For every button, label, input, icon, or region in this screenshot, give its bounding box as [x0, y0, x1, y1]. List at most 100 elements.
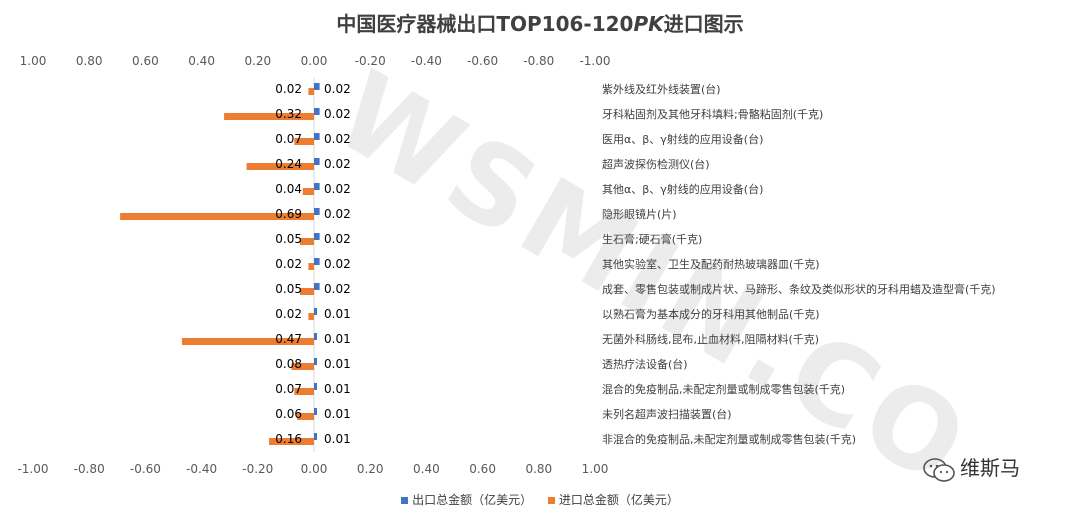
top-axis-tick-label: -1.00: [579, 54, 610, 68]
category-label: 非混合的免疫制品,未配定剂量或制成零售包装(千克): [602, 432, 856, 446]
wechat-logo: 维斯马: [922, 452, 1020, 483]
bottom-axis-tick-label: 0.60: [469, 462, 496, 476]
bar-import: [299, 288, 314, 295]
chart-title: 中国医疗器械出口TOP106-120PK进口图示: [0, 8, 1080, 37]
top-axis-tick-label: 0.00: [301, 54, 328, 68]
bottom-axis-tick-label: 0.40: [413, 462, 440, 476]
data-label-export: 0.02: [324, 257, 351, 271]
category-label: 医用α、β、γ射线的应用设备(台): [602, 132, 763, 146]
bar-import: [294, 138, 314, 145]
bar-export: [314, 358, 317, 365]
bottom-axis-tick-label: -0.40: [186, 462, 217, 476]
category-label: 隐形眼镜片(片): [602, 207, 677, 221]
wechat-icon: [923, 457, 955, 482]
bar-import: [297, 413, 314, 420]
bottom-axis-tick-label: -1.00: [17, 462, 48, 476]
data-label-import: 0.02: [275, 307, 302, 321]
category-label: 生石膏;硬石膏(千克): [602, 232, 702, 246]
bar-import: [302, 188, 314, 195]
bar-export: [314, 158, 320, 165]
bar-export: [314, 408, 317, 415]
data-label-export: 0.02: [324, 182, 351, 196]
data-label-export: 0.01: [324, 382, 351, 396]
data-label-export: 0.02: [324, 132, 351, 146]
bar-export: [314, 333, 317, 340]
bar-import: [120, 213, 314, 220]
legend-swatch-import: [547, 497, 555, 504]
top-axis-tick-label: -0.20: [355, 54, 386, 68]
bar-import: [181, 338, 314, 345]
category-label: 透热疗法设备(台): [602, 357, 688, 371]
legend-item-import: 进口总金额（亿美元）: [547, 491, 679, 508]
data-label-export: 0.01: [324, 432, 351, 446]
data-label-import: 0.07: [275, 382, 302, 396]
category-label: 其他α、β、γ射线的应用设备(台): [602, 182, 763, 196]
category-label: 成套、零售包装或制成片状、马蹄形、条纹及类似形状的牙科用蜡及造型膏(千克): [602, 282, 996, 296]
bottom-axis-tick-label: 0.00: [301, 462, 328, 476]
data-label-import: 0.05: [275, 232, 302, 246]
category-label: 未列名超声波扫描装置(台): [602, 407, 732, 421]
bar-import: [308, 313, 314, 320]
data-label-import: 0.02: [275, 257, 302, 271]
top-axis-tick-label: 0.40: [188, 54, 215, 68]
top-axis-tick-label: 1.00: [20, 54, 47, 68]
top-axis-tick-label: 0.60: [132, 54, 159, 68]
bar-export: [314, 83, 320, 90]
data-label-import: 0.16: [275, 432, 302, 446]
top-axis-tick-label: -0.60: [467, 54, 498, 68]
category-label: 其他实验室、卫生及配药耐热玻璃器皿(千克): [602, 257, 820, 271]
bar-export: [314, 383, 317, 390]
bar-export: [314, 308, 317, 315]
data-label-export: 0.02: [324, 282, 351, 296]
bar-import: [224, 113, 314, 120]
bottom-axis-tick-label: 0.20: [357, 462, 384, 476]
top-axis-tick-label: -0.40: [411, 54, 442, 68]
data-label-export: 0.02: [324, 157, 351, 171]
bar-export: [314, 433, 317, 440]
category-label: 超声波探伤检测仪(台): [602, 157, 710, 171]
legend-item-export: 出口总金额（亿美元）: [401, 491, 532, 508]
bar-export: [314, 233, 320, 240]
data-label-import: 0.02: [275, 82, 302, 96]
data-label-import: 0.05: [275, 282, 302, 296]
data-label-import: 0.04: [275, 182, 302, 196]
title-part-1: 中国医疗器械出口TOP106-120: [336, 12, 634, 36]
data-label-import: 0.07: [275, 132, 302, 146]
data-label-import: 0.06: [275, 407, 302, 421]
bar-import: [246, 163, 314, 170]
category-label: 以熟石膏为基本成分的牙科用其他制品(千克): [602, 307, 820, 321]
bottom-axis-tick-label: 1.00: [582, 462, 609, 476]
bar-import: [299, 238, 314, 245]
bar-import: [308, 263, 314, 270]
data-label-import: 0.32: [275, 107, 302, 121]
legend-swatch-export: [401, 497, 409, 504]
data-label-export: 0.02: [324, 107, 351, 121]
bar-export: [314, 133, 320, 140]
bar-export: [314, 183, 320, 190]
title-part-3: 进口图示: [663, 12, 744, 36]
data-label-export: 0.01: [324, 332, 351, 346]
bottom-axis-tick-label: -0.20: [242, 462, 273, 476]
title-part-2: PK: [633, 12, 664, 36]
bar-import: [269, 438, 314, 445]
data-label-export: 0.02: [324, 82, 351, 96]
bar-import: [291, 363, 314, 370]
category-label: 无菌外科肠线,昆布,止血材料,阻隔材料(千克): [602, 332, 819, 346]
legend-label-import: 进口总金额（亿美元）: [558, 493, 679, 507]
bar-import: [294, 388, 314, 395]
data-label-export: 0.02: [324, 232, 351, 246]
data-label-import: 0.24: [275, 157, 302, 171]
bar-export: [314, 283, 320, 290]
top-axis-tick-label: 0.80: [76, 54, 103, 68]
bottom-axis-tick-label: -0.60: [130, 462, 161, 476]
data-label-export: 0.02: [324, 207, 351, 221]
data-label-export: 0.01: [324, 307, 351, 321]
category-label: 混合的免疫制品,未配定剂量或制成零售包装(千克): [602, 382, 845, 396]
category-label: 牙科粘固剂及其他牙科填料;骨骼粘固剂(千克): [602, 107, 823, 121]
data-label-export: 0.01: [324, 407, 351, 421]
bar-import: [308, 88, 314, 95]
bar-export: [314, 108, 320, 115]
data-label-export: 0.01: [324, 357, 351, 371]
legend-label-export: 出口总金额（亿美元）: [412, 493, 533, 507]
